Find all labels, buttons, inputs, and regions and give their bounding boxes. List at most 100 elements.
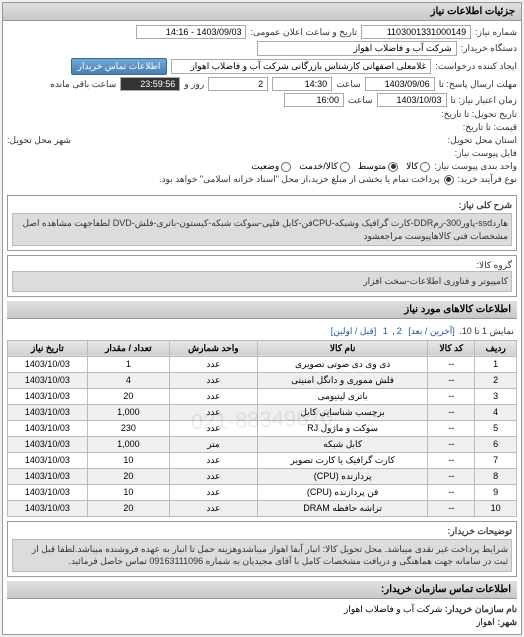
- table-cell: --: [428, 420, 475, 436]
- table-cell: 9: [475, 484, 517, 500]
- desc-box-1: شرح کلی نیاز: هاردssd-پاور300-رمDDR-کارت…: [7, 195, 517, 251]
- table-cell: 1403/10/03: [8, 372, 88, 388]
- table-cell: --: [428, 452, 475, 468]
- table-cell: --: [428, 388, 475, 404]
- table-cell: 10: [475, 500, 517, 516]
- paging-link-2[interactable]: 1: [383, 326, 388, 336]
- requester-value: غلامعلی اصفهانی کارشناس بازرگانی شرکت آب…: [171, 59, 431, 74]
- table-cell: عدد: [169, 484, 257, 500]
- desc1-label: شرح کلی نیاز:: [12, 200, 512, 211]
- buyer-value: شرکت آب و فاضلاب اهواز: [257, 41, 457, 56]
- table-row: 5--سوکت و ماژول RJعدد2301403/10/03: [8, 420, 517, 436]
- unit-radio-group: کالا متوسط کالا/خدمت وضعیت: [251, 161, 430, 172]
- deadline-date: 1403/09/06: [365, 77, 435, 91]
- table-cell: 20: [87, 388, 169, 404]
- paging-link-0[interactable]: [آخرین / بعد]: [408, 326, 454, 336]
- buyer-label: دستگاه خریدار:: [461, 43, 517, 54]
- table-cell: 1,000: [87, 404, 169, 420]
- table-cell: 1403/10/03: [8, 500, 88, 516]
- table-row: 9--فن پردازنده (CPU)عدد101403/10/03: [8, 484, 517, 500]
- form-section: شماره نیاز: 1103001331000149 تاریخ و ساع…: [3, 21, 521, 191]
- validity-label: زمان اعتبار نیاز: تا: [451, 95, 517, 106]
- table-row: 4--برچسب شناسایی کابلعدد1,0001403/10/03: [8, 404, 517, 420]
- col-3: واحد شمارش: [169, 340, 257, 356]
- unit-opt-3[interactable]: وضعیت: [251, 161, 291, 172]
- price-label: قیمت: تا تاریخ:: [463, 122, 517, 133]
- table-cell: 1403/10/03: [8, 452, 88, 468]
- table-cell: 1403/10/03: [8, 356, 88, 372]
- pagination: نمایش 1 تا 10. [آخرین / بعد] 2, 1 [قبل /…: [7, 323, 517, 340]
- table-cell: 20: [87, 500, 169, 516]
- table-cell: 230: [87, 420, 169, 436]
- desc1-text: هاردssd-پاور300-رمDDR-کارت گرافیک وشبکه-…: [12, 213, 512, 246]
- table-cell: فن پردازنده (CPU): [257, 484, 427, 500]
- table-header-row: ردیف کد کالا نام کالا واحد شمارش تعداد /…: [8, 340, 517, 356]
- table-cell: 1,000: [87, 436, 169, 452]
- table-cell: 20: [87, 468, 169, 484]
- table-cell: برچسب شناسایی کابل: [257, 404, 427, 420]
- col-1: کد کالا: [428, 340, 475, 356]
- table-cell: 1403/10/03: [8, 404, 88, 420]
- delivery-addr2-label: شهر محل تحویل:: [7, 135, 71, 146]
- table-row: 2--فلش مموری و دانگل امنیتیعدد41403/10/0…: [8, 372, 517, 388]
- paging-link-1[interactable]: 2: [397, 326, 402, 336]
- table-cell: 1403/10/03: [8, 468, 88, 484]
- col-2: نام کالا: [257, 340, 427, 356]
- group-value: کامپیوتر و فناوری اطلاعات-سخت افزار: [12, 271, 512, 292]
- col-0: ردیف: [475, 340, 517, 356]
- table-cell: 10: [87, 452, 169, 468]
- unit-opt-2[interactable]: کالا/خدمت: [299, 161, 350, 172]
- table-cell: کابل شبکه: [257, 436, 427, 452]
- table-cell: --: [428, 500, 475, 516]
- unit-label: واحد بندی پیوست نیاز:: [434, 161, 517, 172]
- unit-opt-1[interactable]: متوسط: [358, 161, 398, 172]
- main-panel: جزئیات اطلاعات نیاز شماره نیاز: 11030013…: [2, 2, 522, 635]
- table-cell: عدد: [169, 388, 257, 404]
- table-cell: 7: [475, 452, 517, 468]
- table-cell: 1: [475, 356, 517, 372]
- table-cell: متر: [169, 436, 257, 452]
- payment-label: نوع فرآیند خرید:: [458, 174, 518, 185]
- unit-opt-2-label: کالا/خدمت: [299, 161, 338, 172]
- remain-time: 23:59:56: [120, 77, 180, 91]
- table-cell: --: [428, 372, 475, 388]
- paging-link-3[interactable]: [قبل / اولین]: [331, 326, 377, 336]
- notes-box: توضیحات خریدار: شرایط پرداخت غیر نقدی می…: [7, 521, 517, 577]
- table-cell: عدد: [169, 356, 257, 372]
- payment-text: پرداخت تمام یا بخشی از مبلغ خرید،از محل …: [159, 174, 439, 185]
- table-cell: کارت گرافیک یا کارت تصویر: [257, 452, 427, 468]
- table-cell: عدد: [169, 452, 257, 468]
- table-cell: 1403/10/03: [8, 388, 88, 404]
- table-row: 10--تراشه حافظه DRAMعدد201403/10/03: [8, 500, 517, 516]
- delivery-addr-label: استان محل تحویل:: [448, 135, 517, 146]
- panel-title: جزئیات اطلاعات نیاز: [3, 3, 521, 21]
- items-table: ردیف کد کالا نام کالا واحد شمارش تعداد /…: [7, 340, 517, 517]
- table-cell: باتری لیتیومی: [257, 388, 427, 404]
- requester-label: ایجاد کننده درخواست:: [435, 61, 517, 72]
- announce-value: 1403/09/03 - 14:16: [136, 25, 246, 39]
- table-cell: عدد: [169, 420, 257, 436]
- remain-days-label: روز و: [184, 79, 204, 90]
- org-label: نام سازمان خریدار:: [445, 604, 517, 614]
- paging-text: نمایش 1 تا 10.: [459, 326, 514, 336]
- table-cell: --: [428, 468, 475, 484]
- contact-header: اطلاعات تماس سازمان خریدار:: [7, 581, 517, 599]
- remain-days: 2: [208, 77, 268, 91]
- city-value: اهواز: [476, 617, 495, 627]
- deadline-send-label: مهلت ارسال پاسخ: تا: [439, 79, 517, 90]
- col-4: تعداد / مقدار: [87, 340, 169, 356]
- table-cell: دی وی دی صوتی تصویری: [257, 356, 427, 372]
- group-box: گروه کالا: کامپیوتر و فناوری اطلاعات-سخت…: [7, 255, 517, 297]
- table-row: 6--کابل شبکهمتر1,0001403/10/03: [8, 436, 517, 452]
- table-cell: 5: [475, 420, 517, 436]
- request-num-label: شماره نیاز:: [475, 27, 517, 38]
- notes-text: شرایط پرداخت غیر نقدی میباشد. محل تحویل …: [12, 539, 512, 572]
- receive-date-label: تاریخ تحویل: تا تاریخ:: [441, 109, 517, 120]
- unit-opt-0[interactable]: کالا: [406, 161, 430, 172]
- payment-radio[interactable]: [444, 175, 454, 185]
- table-cell: 2: [475, 372, 517, 388]
- table-cell: 4: [475, 404, 517, 420]
- contact-button[interactable]: اطلاعات تماس خریدار: [71, 58, 168, 75]
- table-cell: --: [428, 356, 475, 372]
- table-row: 3--باتری لیتیومیعدد201403/10/03: [8, 388, 517, 404]
